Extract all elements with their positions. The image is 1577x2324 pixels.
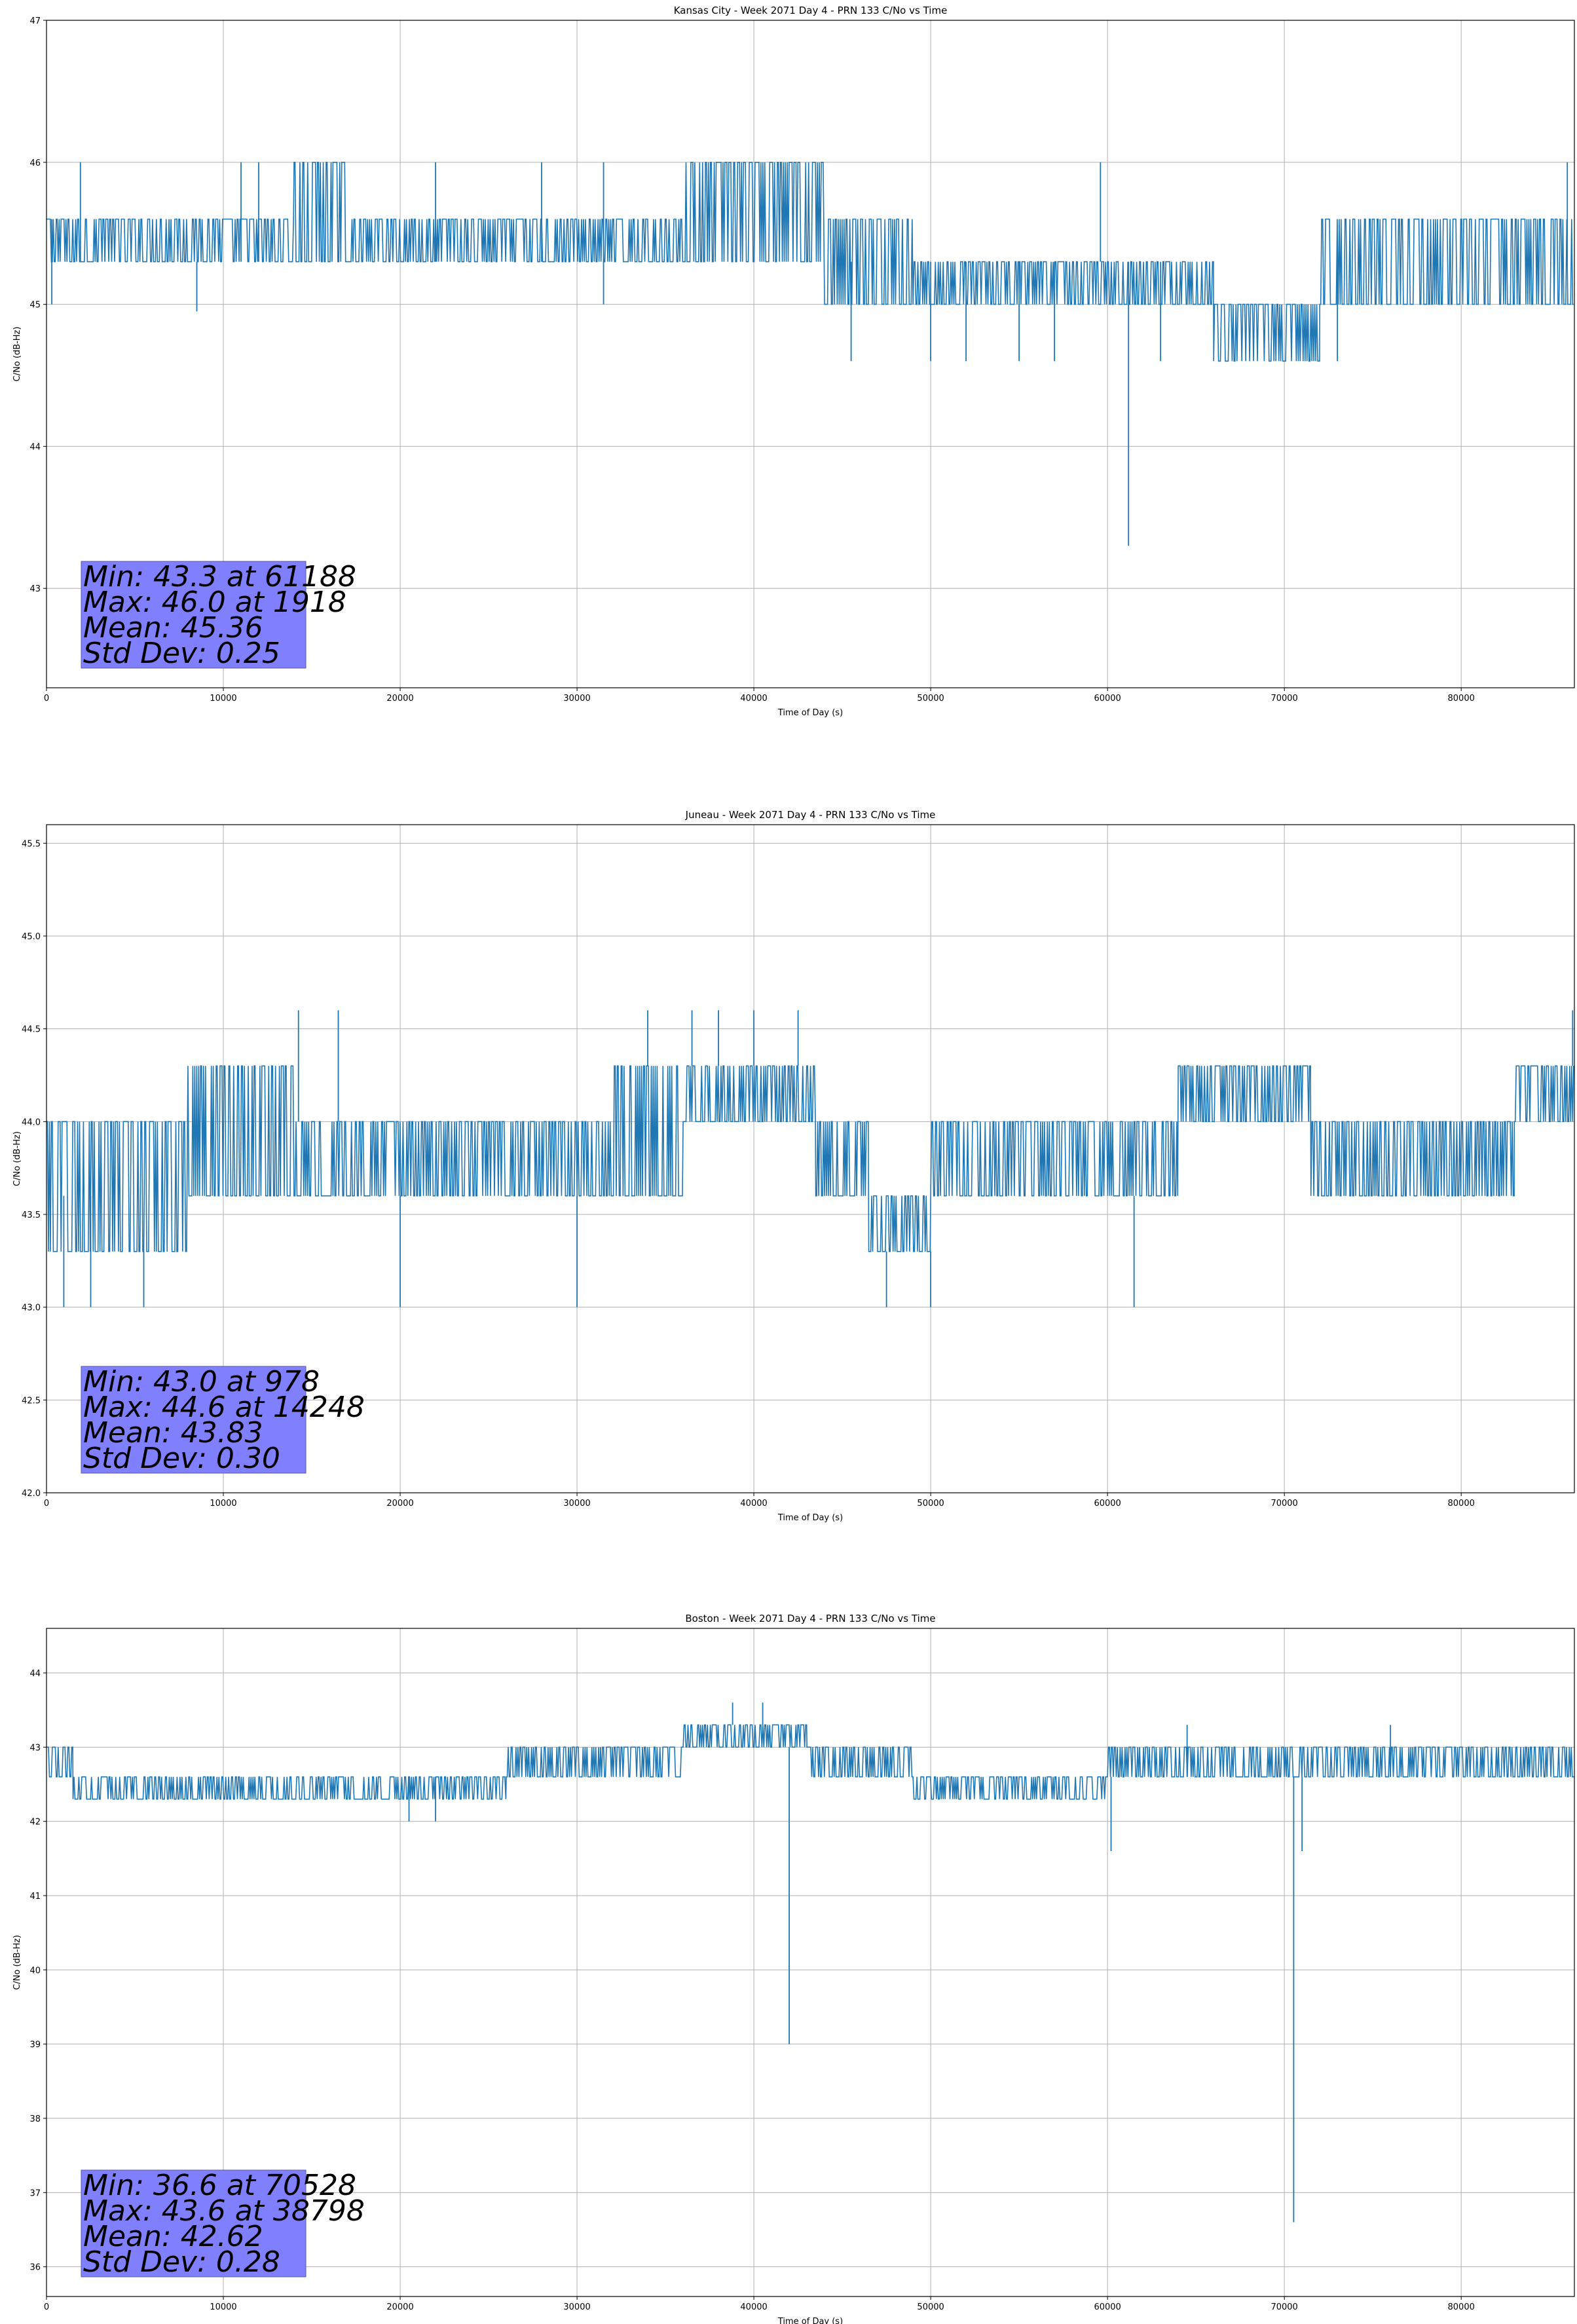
axes-frame bbox=[46, 824, 1575, 1493]
stats-min: Min: 36.6 at 70528 bbox=[83, 2169, 356, 2202]
stats-min: Min: 43.3 at 61188 bbox=[83, 560, 356, 593]
x-axis-label: Time of Day (s) bbox=[777, 2317, 843, 2324]
y-tick-label: 42.5 bbox=[22, 1396, 41, 1406]
stats-box-background bbox=[81, 2169, 306, 2277]
stats-max: Max: 44.6 at 14248 bbox=[83, 1391, 365, 1424]
stats-max: Max: 43.6 at 38798 bbox=[83, 2194, 365, 2228]
x-tick-label: 60000 bbox=[1094, 2302, 1121, 2312]
y-tick-label: 45 bbox=[29, 301, 41, 310]
y-axis-label: C/No (dB-Hz) bbox=[12, 327, 22, 382]
series-line bbox=[46, 1065, 1574, 1252]
chart-panel-boston: Boston - Week 2071 Day 4 - PRN 133 C/No … bbox=[12, 1613, 1575, 2324]
x-tick-label: 0 bbox=[44, 2302, 49, 2312]
stats-std-dev: Std Dev: 0.28 bbox=[83, 2245, 280, 2279]
x-tick-label: 60000 bbox=[1094, 694, 1121, 703]
x-tick-label: 50000 bbox=[917, 1499, 944, 1509]
stats-min: Min: 43.0 at 978 bbox=[83, 1365, 320, 1398]
x-tick-label: 40000 bbox=[740, 2302, 767, 2312]
stats-mean: Mean: 42.62 bbox=[83, 2220, 263, 2253]
stats-std-dev: Std Dev: 0.25 bbox=[83, 637, 280, 670]
stats-std-dev: Std Dev: 0.30 bbox=[83, 1442, 280, 1475]
x-tick-label: 80000 bbox=[1448, 694, 1475, 703]
y-tick-label: 44.0 bbox=[22, 1117, 41, 1127]
x-tick-label: 40000 bbox=[740, 694, 767, 703]
series-line bbox=[46, 162, 1574, 362]
y-tick-label: 41 bbox=[29, 1892, 41, 1902]
axes-frame bbox=[46, 20, 1575, 688]
plot-area: 0 10000 20000 30000 40000 50000 60000 70000 8000… bbox=[29, 16, 1575, 703]
x-axis-label: Time of Day (s) bbox=[777, 1513, 843, 1523]
stats-max: Max: 46.0 at 1918 bbox=[83, 586, 346, 619]
stats-mean: Mean: 45.36 bbox=[83, 611, 263, 645]
y-tick-label: 43.0 bbox=[22, 1303, 41, 1313]
x-tick-label: 0 bbox=[44, 694, 49, 703]
x-tick-label: 80000 bbox=[1448, 1499, 1475, 1509]
x-tick-label: 40000 bbox=[740, 1499, 767, 1509]
x-tick-label: 0 bbox=[44, 1499, 49, 1509]
y-tick-label: 42.0 bbox=[22, 1489, 41, 1499]
chart-title: Boston - Week 2071 Day 4 - PRN 133 C/No … bbox=[685, 1613, 935, 1624]
chart-panel-juneau: Juneau - Week 2071 Day 4 - PRN 133 C/No … bbox=[12, 809, 1575, 1523]
x-tick-label: 70000 bbox=[1271, 2302, 1297, 2312]
axes-frame bbox=[46, 1628, 1575, 2297]
chart-title: Juneau - Week 2071 Day 4 - PRN 133 C/No … bbox=[685, 809, 936, 821]
y-tick-label: 36 bbox=[29, 2263, 41, 2273]
stats-box: Min: 43.0 at 978 Max: 44.6 at 14248 Mean… bbox=[81, 1365, 365, 1475]
y-tick-label: 45.5 bbox=[22, 839, 41, 849]
x-tick-label: 60000 bbox=[1094, 1499, 1121, 1509]
y-tick-label: 44 bbox=[29, 1669, 41, 1679]
x-tick-label: 20000 bbox=[386, 2302, 413, 2312]
y-axis-label: C/No (dB-Hz) bbox=[12, 1935, 22, 1990]
x-tick-label: 50000 bbox=[917, 2302, 944, 2312]
y-tick-label: 46 bbox=[29, 159, 41, 168]
y-tick-label: 45.0 bbox=[22, 932, 41, 942]
y-tick-label: 43.5 bbox=[22, 1210, 41, 1220]
x-tick-label: 10000 bbox=[210, 694, 236, 703]
y-tick-label: 43 bbox=[29, 584, 41, 594]
stats-box: Min: 43.3 at 61188 Max: 46.0 at 1918 Mea… bbox=[81, 560, 356, 670]
series-line bbox=[46, 1724, 1574, 1800]
x-tick-label: 70000 bbox=[1271, 1499, 1297, 1509]
y-tick-label: 47 bbox=[29, 16, 41, 26]
y-tick-label: 37 bbox=[29, 2188, 41, 2198]
y-tick-label: 43 bbox=[29, 1743, 41, 1753]
chart-panel-kansas-city: Kansas City - Week 2071 Day 4 - PRN 133 … bbox=[12, 5, 1575, 718]
x-tick-label: 30000 bbox=[563, 694, 590, 703]
x-tick-label: 30000 bbox=[563, 2302, 590, 2312]
y-tick-label: 38 bbox=[29, 2114, 41, 2124]
x-tick-label: 20000 bbox=[386, 1499, 413, 1509]
y-tick-label: 44.5 bbox=[22, 1025, 41, 1035]
x-tick-label: 10000 bbox=[210, 2302, 236, 2312]
chart-title: Kansas City - Week 2071 Day 4 - PRN 133 … bbox=[674, 5, 948, 16]
x-tick-label: 50000 bbox=[917, 694, 944, 703]
y-tick-label: 42 bbox=[29, 1818, 41, 1827]
stats-box-background bbox=[81, 561, 306, 669]
stats-mean: Mean: 43.83 bbox=[83, 1416, 263, 1450]
plot-area: 0 10000 20000 30000 40000 50000 60000 70000 8000… bbox=[22, 824, 1575, 1509]
y-tick-label: 40 bbox=[29, 1966, 41, 1976]
x-tick-label: 30000 bbox=[563, 1499, 590, 1509]
stats-box-background bbox=[81, 1366, 306, 1474]
y-tick-label: 44 bbox=[29, 442, 41, 452]
y-axis-label: C/No (dB-Hz) bbox=[12, 1131, 22, 1186]
stats-box: Min: 36.6 at 70528 Max: 43.6 at 38798 Me… bbox=[81, 2169, 365, 2279]
x-tick-label: 70000 bbox=[1271, 694, 1297, 703]
x-axis-label: Time of Day (s) bbox=[777, 708, 843, 718]
plot-area: 0 10000 20000 30000 40000 50000 60000 70000 8000… bbox=[29, 1628, 1575, 2312]
x-tick-label: 80000 bbox=[1448, 2302, 1475, 2312]
x-tick-label: 20000 bbox=[386, 694, 413, 703]
x-tick-label: 10000 bbox=[210, 1499, 236, 1509]
y-tick-label: 39 bbox=[29, 2040, 41, 2050]
